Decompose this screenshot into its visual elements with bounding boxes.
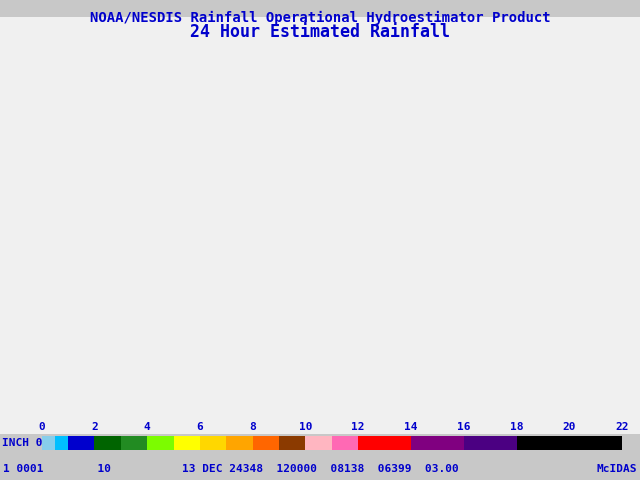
- Text: 16: 16: [457, 422, 470, 432]
- Text: 24 Hour Estimated Rainfall: 24 Hour Estimated Rainfall: [190, 23, 450, 41]
- Bar: [94, 436, 121, 450]
- Bar: [200, 436, 227, 450]
- Text: 1 0001        10: 1 0001 10: [3, 464, 111, 474]
- Bar: [42, 436, 55, 450]
- Text: 14: 14: [404, 422, 418, 432]
- Bar: [358, 436, 411, 450]
- Text: 13 DEC 24348  120000  08138  06399  03.00: 13 DEC 24348 120000 08138 06399 03.00: [182, 464, 458, 474]
- Text: 18: 18: [510, 422, 524, 432]
- Bar: [121, 436, 147, 450]
- Text: 10: 10: [299, 422, 312, 432]
- Bar: [305, 436, 332, 450]
- Text: 6: 6: [196, 422, 204, 432]
- Text: 4: 4: [144, 422, 150, 432]
- Text: NOAA/NESDIS Rainfall Operational Hydroestimator Product: NOAA/NESDIS Rainfall Operational Hydroes…: [90, 11, 550, 24]
- Text: INCH 0: INCH 0: [2, 438, 42, 448]
- Bar: [253, 436, 279, 450]
- Bar: [55, 436, 68, 450]
- Text: 22: 22: [615, 422, 629, 432]
- Text: McIDAS: McIDAS: [596, 464, 637, 474]
- Text: 8: 8: [250, 422, 256, 432]
- Bar: [332, 436, 358, 450]
- Bar: [516, 436, 622, 450]
- Text: 0: 0: [38, 422, 45, 432]
- Bar: [68, 436, 94, 450]
- Text: 12: 12: [351, 422, 365, 432]
- Bar: [279, 436, 305, 450]
- Bar: [411, 436, 464, 450]
- Bar: [173, 436, 200, 450]
- Text: 20: 20: [563, 422, 576, 432]
- Text: 2: 2: [91, 422, 98, 432]
- Bar: [147, 436, 173, 450]
- Bar: [227, 436, 253, 450]
- Bar: [464, 436, 516, 450]
